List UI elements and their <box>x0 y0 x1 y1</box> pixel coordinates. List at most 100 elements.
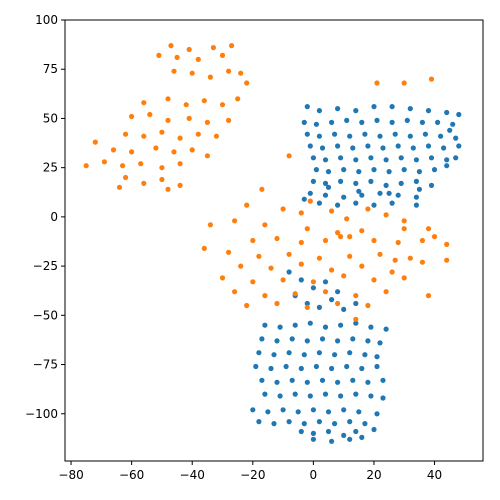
series-0-point-3 <box>353 108 359 114</box>
series-0-point-140 <box>274 379 280 385</box>
series-0-point-174 <box>298 428 304 435</box>
series-1-point-54 <box>244 202 250 208</box>
series-0-point-160 <box>295 409 301 415</box>
series-0-point-134 <box>313 363 319 370</box>
series-1-point-115 <box>353 316 359 322</box>
series-1-point-50 <box>165 186 171 192</box>
series-1-point-13 <box>244 80 250 86</box>
series-0-point-80 <box>316 200 322 206</box>
series-1-point-0 <box>168 43 174 49</box>
series-1-point-109 <box>425 293 432 299</box>
series-0-point-12 <box>329 119 335 125</box>
series-0-point-137 <box>359 365 365 372</box>
plot-frame <box>64 19 484 462</box>
series-1-point-11 <box>226 68 232 74</box>
series-1-point-96 <box>219 275 226 281</box>
series-0-point-50 <box>413 157 419 163</box>
series-0-point-157 <box>250 407 256 413</box>
series-0-point-16 <box>389 119 395 125</box>
series-1-point-90 <box>298 261 304 267</box>
series-1-point-116 <box>401 80 407 86</box>
series-1-point-104 <box>262 293 268 299</box>
series-1-point-59 <box>365 206 371 212</box>
series-0-point-47 <box>368 155 374 161</box>
series-1-point-24 <box>204 119 210 125</box>
series-0-point-92 <box>286 269 292 275</box>
series-1-point-23 <box>186 115 192 121</box>
series-0-point-36 <box>365 143 371 149</box>
series-1-point-98 <box>280 277 286 283</box>
series-0-point-18 <box>419 119 425 125</box>
series-0-point-0 <box>304 104 310 110</box>
series-0-point-81 <box>335 202 341 208</box>
series-1-point-64 <box>262 222 268 228</box>
series-0-point-91 <box>453 155 459 161</box>
series-1-point-80 <box>201 245 207 251</box>
series-1-point-95 <box>444 257 450 263</box>
series-0-point-139 <box>259 377 265 383</box>
series-0-point-178 <box>353 428 359 435</box>
series-0-point-51 <box>428 155 435 161</box>
series-0-point-125 <box>316 350 322 356</box>
series-0-point-10 <box>301 119 307 125</box>
series-1-point-30 <box>195 131 201 137</box>
series-0-point-101 <box>341 306 347 312</box>
series-0-point-163 <box>341 407 347 413</box>
series-0-point-75 <box>359 192 365 198</box>
series-0-point-79 <box>301 196 307 202</box>
series-0-point-26 <box>377 133 383 139</box>
series-1-point-87 <box>407 255 413 261</box>
series-0-point-77 <box>395 192 401 198</box>
x-tick-label: −20 <box>240 468 265 482</box>
series-0-point-172 <box>347 419 353 425</box>
series-0-point-82 <box>353 200 359 206</box>
series-1-point-9 <box>189 70 195 76</box>
series-0-point-149 <box>277 393 283 399</box>
series-0-point-2 <box>335 106 341 112</box>
series-0-point-63 <box>310 178 316 184</box>
series-1-point-110 <box>244 302 250 309</box>
series-0-point-43 <box>310 155 316 161</box>
series-1-point-18 <box>219 102 226 108</box>
series-0-point-89 <box>416 186 422 192</box>
series-0-point-123 <box>286 350 292 356</box>
series-0-point-158 <box>265 409 271 415</box>
series-0-point-175 <box>310 430 316 436</box>
series-1-point-92 <box>359 263 365 269</box>
series-0-point-69 <box>398 180 404 186</box>
series-1-point-103 <box>232 289 238 295</box>
series-1-point-66 <box>335 230 341 236</box>
series-0-point-20 <box>450 121 456 127</box>
series-0-point-159 <box>280 407 286 413</box>
points-layer <box>83 43 462 444</box>
series-1-point-51 <box>286 153 292 159</box>
series-0-point-181 <box>329 438 335 444</box>
series-0-point-40 <box>425 143 432 149</box>
series-1-point-88 <box>238 263 244 269</box>
series-0-point-151 <box>307 393 313 399</box>
series-0-point-155 <box>368 393 374 399</box>
series-1-point-77 <box>419 237 425 244</box>
series-1-point-86 <box>377 251 383 257</box>
series-1-point-55 <box>298 210 304 216</box>
series-1-point-76 <box>395 239 401 246</box>
series-0-point-180 <box>310 436 316 442</box>
series-0-point-129 <box>374 354 380 360</box>
series-0-point-49 <box>398 155 404 161</box>
series-0-point-142 <box>304 379 310 385</box>
series-1-point-85 <box>347 253 353 259</box>
series-0-point-4 <box>371 104 377 110</box>
series-1-point-107 <box>353 293 359 299</box>
series-0-point-42 <box>456 143 462 149</box>
series-0-point-30 <box>438 133 444 139</box>
series-1-point-42 <box>138 161 144 167</box>
series-0-point-106 <box>307 320 313 326</box>
series-1-point-68 <box>401 226 407 232</box>
series-0-point-168 <box>286 419 292 425</box>
x-tick-label: 0 <box>310 468 318 482</box>
series-0-point-34 <box>335 143 341 149</box>
series-1-point-3 <box>156 52 162 59</box>
series-0-point-93 <box>298 277 304 283</box>
series-1-point-89 <box>268 265 274 271</box>
